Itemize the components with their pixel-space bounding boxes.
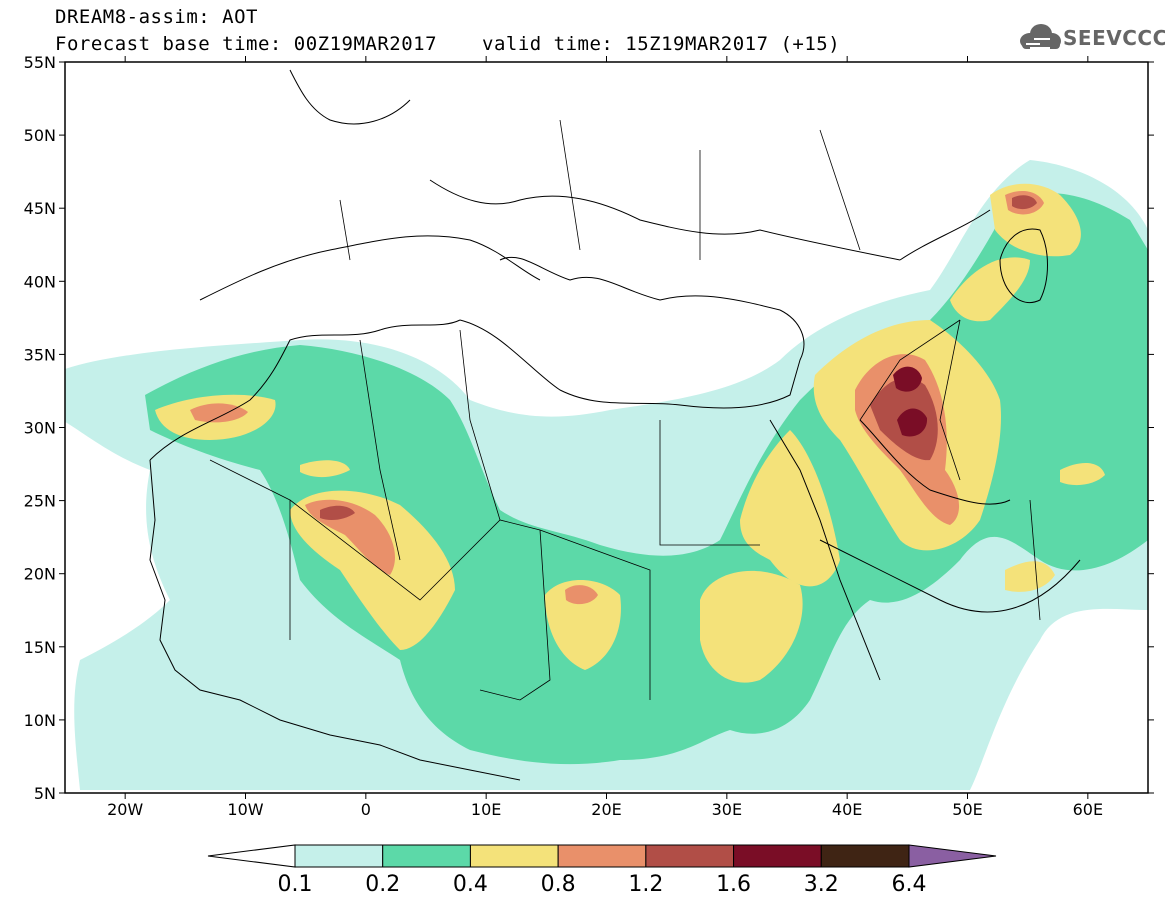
lat-label: 40N (24, 272, 56, 291)
lat-label: 30N (24, 419, 56, 438)
colorbar-label: 3.2 (804, 872, 839, 897)
valid-time: valid time: 15Z19MAR2017 (+15) (482, 33, 841, 55)
lon-label: 20W (107, 800, 143, 819)
coastlines (149, 69, 1081, 781)
map-title: DREAM8-assim: AOT (55, 6, 258, 28)
lon-label: 20E (591, 800, 621, 819)
lat-label: 10N (24, 711, 56, 730)
aot-level-0.1 (65, 160, 1148, 790)
colorbar-box (557, 844, 647, 868)
lon-label: 40E (832, 800, 862, 819)
lon-label: 10W (227, 800, 263, 819)
colorbar-label: 0.8 (541, 872, 576, 897)
lat-label: 25N (24, 492, 56, 511)
logo-text: SEEVCCC (1063, 26, 1165, 50)
lat-label: 45N (24, 199, 56, 218)
colorbar-box (469, 844, 559, 868)
lon-label: 0 (361, 800, 371, 819)
colorbar-box (820, 844, 910, 868)
lat-label: 55N (24, 53, 56, 72)
longitude-axis: 20W 10W 0 10E 20E 30E 40E 50E 60E (107, 56, 1103, 819)
lat-label: 20N (24, 565, 56, 584)
lon-label: 60E (1073, 800, 1103, 819)
colorbar-box (382, 844, 471, 868)
latitude-axis: 55N 50N 45N 40N 35N 30N 25N 20N 15N 10N 5N (24, 53, 1154, 803)
lat-label: 15N (24, 638, 56, 657)
colorbar-box (645, 844, 735, 868)
colorbar-label: 0.1 (278, 872, 313, 897)
colorbar-high-arrow (908, 844, 997, 868)
colorbar-label: 6.4 (892, 872, 927, 897)
country-borders (209, 119, 1041, 701)
lat-label: 5N (34, 784, 56, 803)
lat-label: 50N (24, 126, 56, 145)
colorbar-box (733, 844, 822, 868)
colorbar-label: 0.2 (365, 872, 400, 897)
lat-label: 35N (24, 345, 56, 364)
colorbar-low-arrow (207, 844, 296, 868)
lon-label: 10E (471, 800, 501, 819)
lon-label: 50E (952, 800, 982, 819)
cloud-icon (1020, 24, 1061, 49)
aot-level-1.6 (893, 366, 928, 437)
colorbar-box (294, 844, 384, 868)
lon-label: 30E (712, 800, 742, 819)
forecast-base-time: Forecast base time: 00Z19MAR2017 (55, 33, 438, 55)
aot-field (65, 69, 1148, 790)
colorbar-label: 0.4 (453, 872, 488, 897)
colorbar-label: 1.2 (628, 872, 663, 897)
colorbar-label: 1.6 (716, 872, 751, 897)
